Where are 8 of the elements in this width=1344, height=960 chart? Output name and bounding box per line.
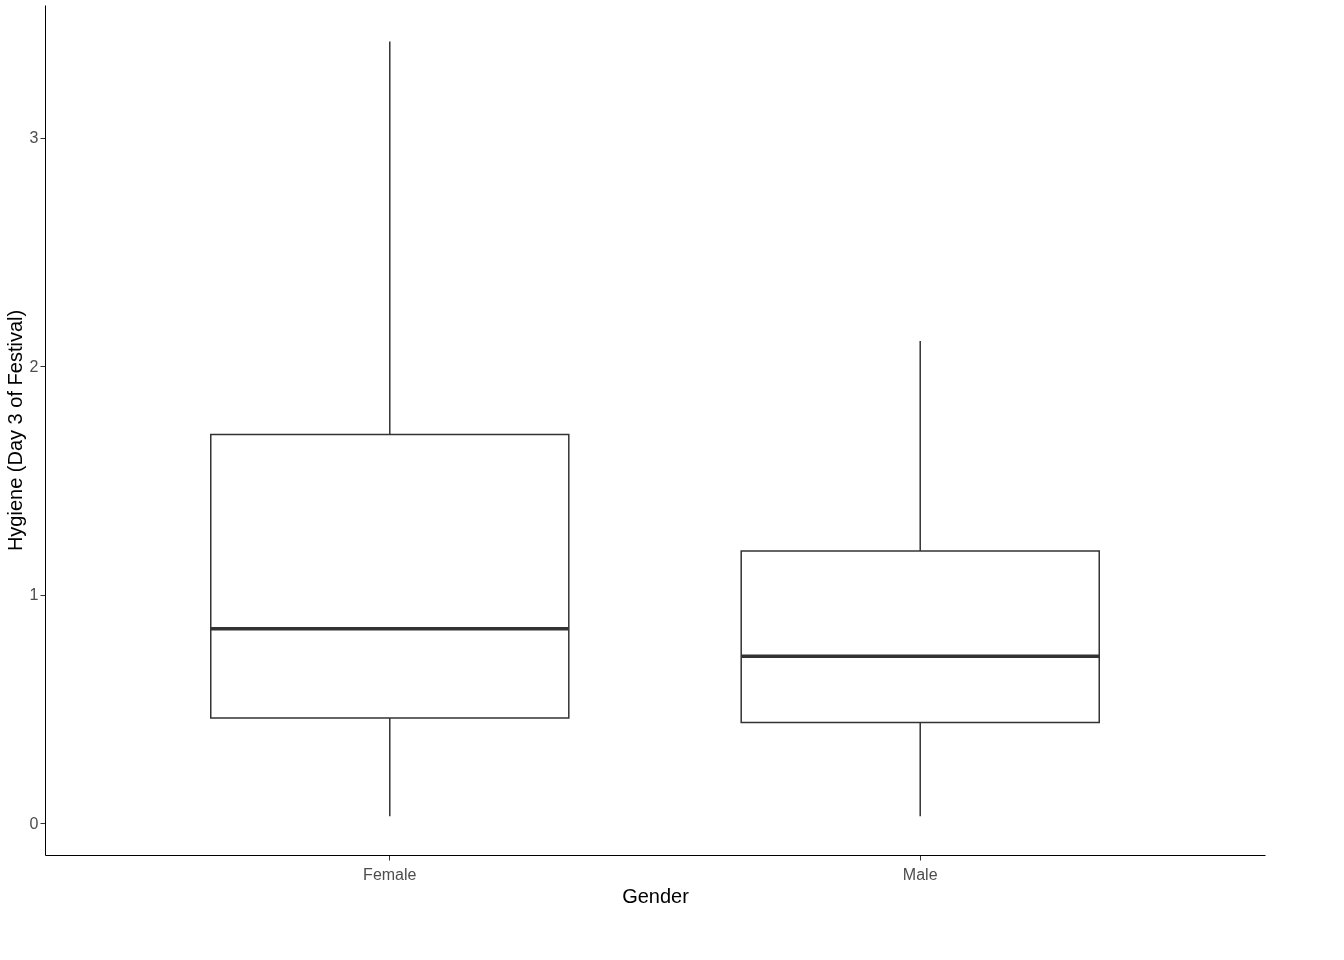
y-tick-label: 2 — [29, 357, 39, 375]
y-tick-label: 3 — [29, 129, 39, 147]
y-tick-label: 1 — [29, 586, 39, 604]
y-tick-label: 0 — [29, 814, 39, 832]
x-axis-title: Gender — [622, 884, 690, 907]
x-tick-label: Female — [363, 865, 417, 883]
y-axis-title: Hygiene (Day 3 of Festival) — [3, 309, 26, 552]
x-tick-label: Male — [902, 865, 938, 883]
